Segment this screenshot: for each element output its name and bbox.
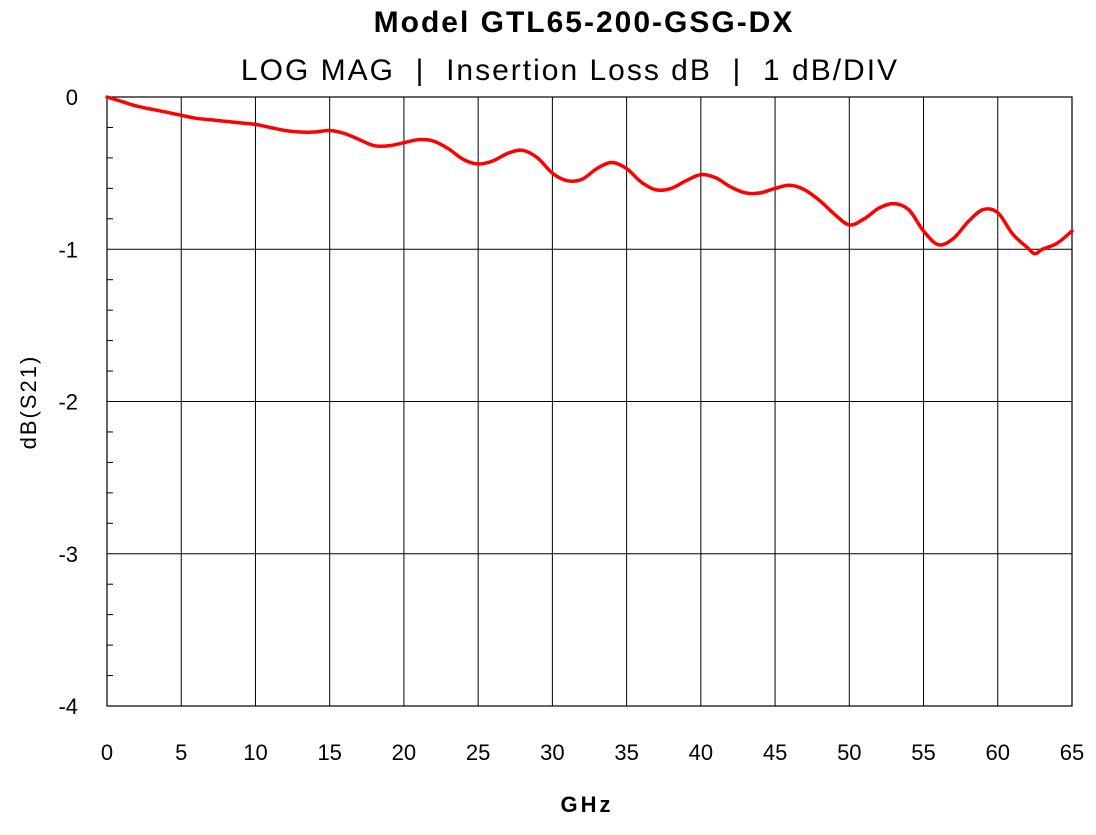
y-tick-label: -4 bbox=[58, 694, 78, 719]
x-tick-label: 50 bbox=[837, 740, 861, 765]
grid bbox=[106, 96, 1073, 707]
y-axis-label: dB(S21) bbox=[16, 355, 41, 450]
x-tick-labels: 0 5 10 15 20 25 30 35 40 45 50 55 60 65 bbox=[101, 740, 1084, 765]
x-tick-label: 20 bbox=[392, 740, 416, 765]
x-tick-label: 30 bbox=[540, 740, 564, 765]
x-tick-label: 15 bbox=[317, 740, 341, 765]
series-line-insertion-loss bbox=[105, 95, 1074, 256]
x-tick-label: 45 bbox=[763, 740, 787, 765]
series-layer bbox=[105, 95, 1074, 256]
plot-area-frame bbox=[106, 96, 1073, 707]
x-tick-label: 0 bbox=[101, 740, 113, 765]
y-tick-label: -1 bbox=[58, 237, 78, 262]
chart-subtitle: LOG MAG | Insertion Loss dB | 1 dB/DIV bbox=[241, 54, 899, 87]
y-tick-label: -3 bbox=[58, 542, 78, 567]
x-tick-label: 60 bbox=[986, 740, 1010, 765]
x-tick-label: 5 bbox=[175, 740, 187, 765]
y-tick-label: 0 bbox=[66, 85, 78, 110]
x-tick-label: 40 bbox=[689, 740, 713, 765]
y-tick-label: -2 bbox=[58, 390, 78, 415]
x-tick-label: 35 bbox=[614, 740, 638, 765]
x-tick-label: 10 bbox=[243, 740, 267, 765]
x-axis-label: GHz bbox=[561, 792, 614, 817]
minor-ticks bbox=[107, 126, 113, 677]
y-tick-labels: 0 -1 -2 -3 -4 bbox=[58, 85, 78, 719]
chart-title: Model GTL65-200-GSG-DX bbox=[374, 6, 795, 39]
x-tick-label: 55 bbox=[911, 740, 935, 765]
x-tick-label: 65 bbox=[1060, 740, 1084, 765]
x-tick-label: 25 bbox=[466, 740, 490, 765]
